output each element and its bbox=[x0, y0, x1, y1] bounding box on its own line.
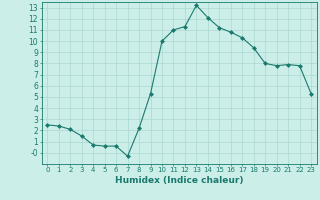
X-axis label: Humidex (Indice chaleur): Humidex (Indice chaleur) bbox=[115, 176, 244, 185]
